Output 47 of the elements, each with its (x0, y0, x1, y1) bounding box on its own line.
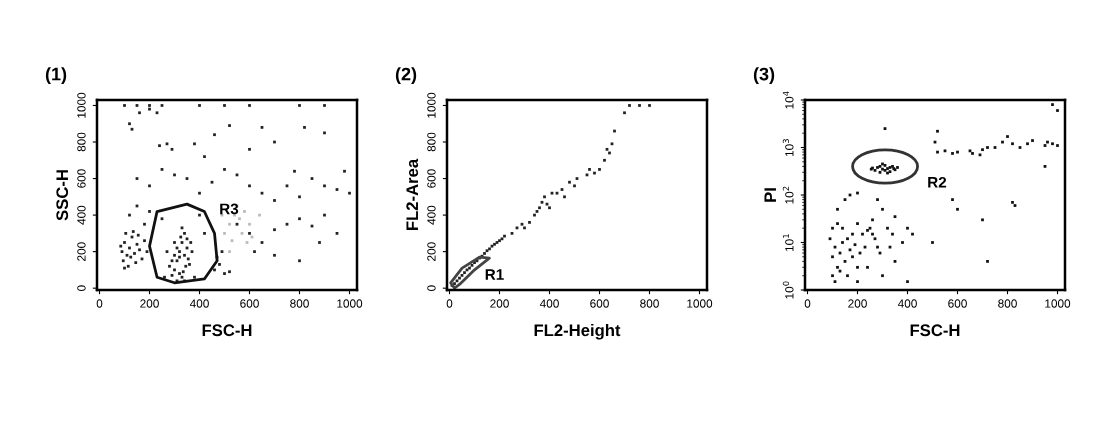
y-tick-label: 400 (77, 205, 86, 225)
y-tick-label: 0 (77, 285, 86, 291)
x-tick-label: 800 (640, 299, 659, 308)
x-tick-label: 1000 (1045, 299, 1071, 308)
x-tick-label: 600 (240, 299, 259, 308)
x-axis-title: FSC-H (202, 324, 252, 337)
x-axis-title: FSC-H (910, 324, 960, 337)
x-tick-label: 800 (290, 299, 309, 308)
y-tick-label: 0 (427, 285, 436, 291)
annotation: R2 (928, 176, 947, 188)
x-tick-label: 400 (897, 299, 917, 308)
y-tick-label: 800 (77, 132, 86, 152)
x-tick-label: 400 (539, 299, 559, 308)
x-tick-label: 0 (446, 299, 453, 308)
x-tick-label: 200 (848, 299, 867, 308)
y-tick-label: 600 (427, 169, 436, 188)
y-tick-label: 200 (427, 242, 436, 261)
x-tick-label: 1000 (337, 299, 363, 308)
y-tick-label: 10$^{4}$ (782, 91, 794, 109)
y-tick-label: 10$^{3}$ (782, 139, 794, 157)
y-tick-label: 10$^{1}$ (782, 234, 794, 252)
y-tick-label: 600 (77, 169, 86, 188)
y-tick-label: 200 (77, 242, 86, 261)
x-tick-label: 600 (948, 299, 967, 308)
chart-title: (1) (45, 67, 67, 85)
x-tick-label: 400 (189, 299, 209, 308)
y-tick-label: 1000 (77, 92, 86, 118)
x-tick-label: 200 (490, 299, 509, 308)
x-tick-label: 0 (96, 299, 103, 308)
x-axis-title: FL2-Height (534, 323, 621, 340)
x-tick-label: 0 (804, 299, 811, 308)
y-tick-label: 400 (427, 205, 436, 225)
x-tick-label: 600 (590, 299, 609, 308)
y-tick-label: 800 (427, 132, 436, 152)
annotation: R3 (220, 203, 239, 215)
y-axis-title: PI (764, 188, 776, 202)
y-tick-label: 10$^{0}$ (782, 281, 794, 299)
x-tick-label: 1000 (687, 299, 713, 308)
y-axis-title: FL2-Area (406, 158, 419, 230)
x-tick-label: 200 (140, 299, 159, 308)
y-tick-label: 1000 (427, 92, 436, 118)
chart-title: (2) (395, 67, 417, 85)
annotation: R1 (485, 269, 504, 280)
y-axis-title: SSC-H (56, 170, 69, 221)
x-tick-label: 800 (998, 299, 1017, 308)
chart-title: (3) (753, 67, 775, 85)
y-tick-label: 10$^{2}$ (782, 186, 794, 204)
